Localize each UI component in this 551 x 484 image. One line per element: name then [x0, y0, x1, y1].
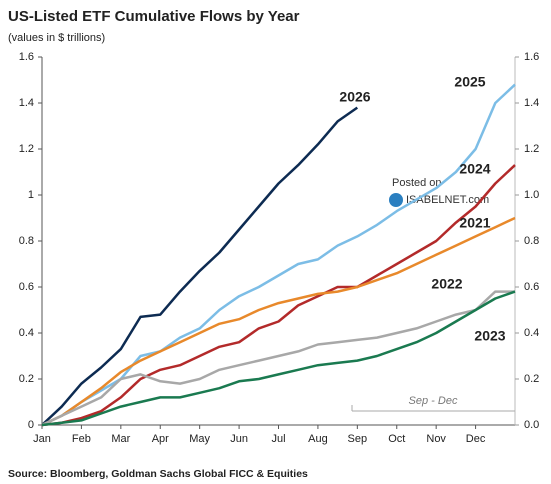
y-tick-label: 1	[28, 189, 34, 201]
x-tick-label: Dec	[466, 433, 486, 445]
series-line	[41, 106, 359, 426]
x-tick-label: Oct	[388, 433, 405, 445]
y2-tick-label: 1.6	[524, 51, 539, 63]
y2-tick-label: 0.6	[524, 281, 539, 293]
y2-tick-label: 0.4	[524, 327, 539, 339]
x-tick-label: May	[189, 433, 210, 445]
watermark: Posted on	[392, 177, 442, 189]
y2-tick-label: 1.0	[524, 189, 539, 201]
series-line	[41, 290, 515, 427]
chart-title: US-Listed ETF Cumulative Flows by Year	[8, 8, 300, 25]
watermark: ISABELNET.com	[406, 194, 489, 206]
legend-label: 2026	[339, 89, 370, 105]
x-tick-label: Feb	[72, 433, 91, 445]
series-line	[41, 290, 516, 427]
series-line	[41, 216, 516, 427]
x-tick-label: Sep	[348, 433, 368, 445]
y-tick-label: 1.2	[19, 143, 34, 155]
series-line	[41, 164, 516, 427]
x-tick-label: Jul	[271, 433, 285, 445]
chart-subtitle: (values in $ trillions)	[8, 32, 105, 44]
y-tick-label: 0.8	[19, 235, 34, 247]
x-tick-label: Jun	[230, 433, 248, 445]
y2-tick-label: 1.2	[524, 143, 539, 155]
x-tick-label: Nov	[426, 433, 446, 445]
legend-label: 2022	[431, 276, 462, 292]
y2-tick-label: 1.4	[524, 97, 539, 109]
x-tick-label: Jan	[33, 433, 51, 445]
y-tick-label: 0	[28, 419, 34, 431]
legend-label: 2023	[474, 328, 505, 344]
x-tick-label: Apr	[152, 433, 169, 445]
y-tick-label: 0.4	[19, 327, 34, 339]
y-tick-label: 1.4	[19, 97, 34, 109]
source: Source: Bloomberg, Goldman Sachs Global …	[8, 468, 308, 480]
y2-tick-label: 0.0	[524, 419, 539, 431]
legend-label: 2021	[459, 215, 490, 231]
y-tick-label: 1.6	[19, 51, 34, 63]
watermark-icon	[389, 193, 403, 207]
y-tick-label: 0.6	[19, 281, 34, 293]
legend-label: 2025	[454, 74, 485, 90]
y2-tick-label: 0.8	[524, 235, 539, 247]
y2-tick-label: 0.2	[524, 373, 539, 385]
x-tick-label: Aug	[308, 433, 328, 445]
y-tick-label: 0.2	[19, 373, 34, 385]
legend-label: 2024	[459, 161, 490, 177]
x-tick-label: Mar	[111, 433, 130, 445]
annotation: Sep - Dec	[409, 395, 458, 407]
